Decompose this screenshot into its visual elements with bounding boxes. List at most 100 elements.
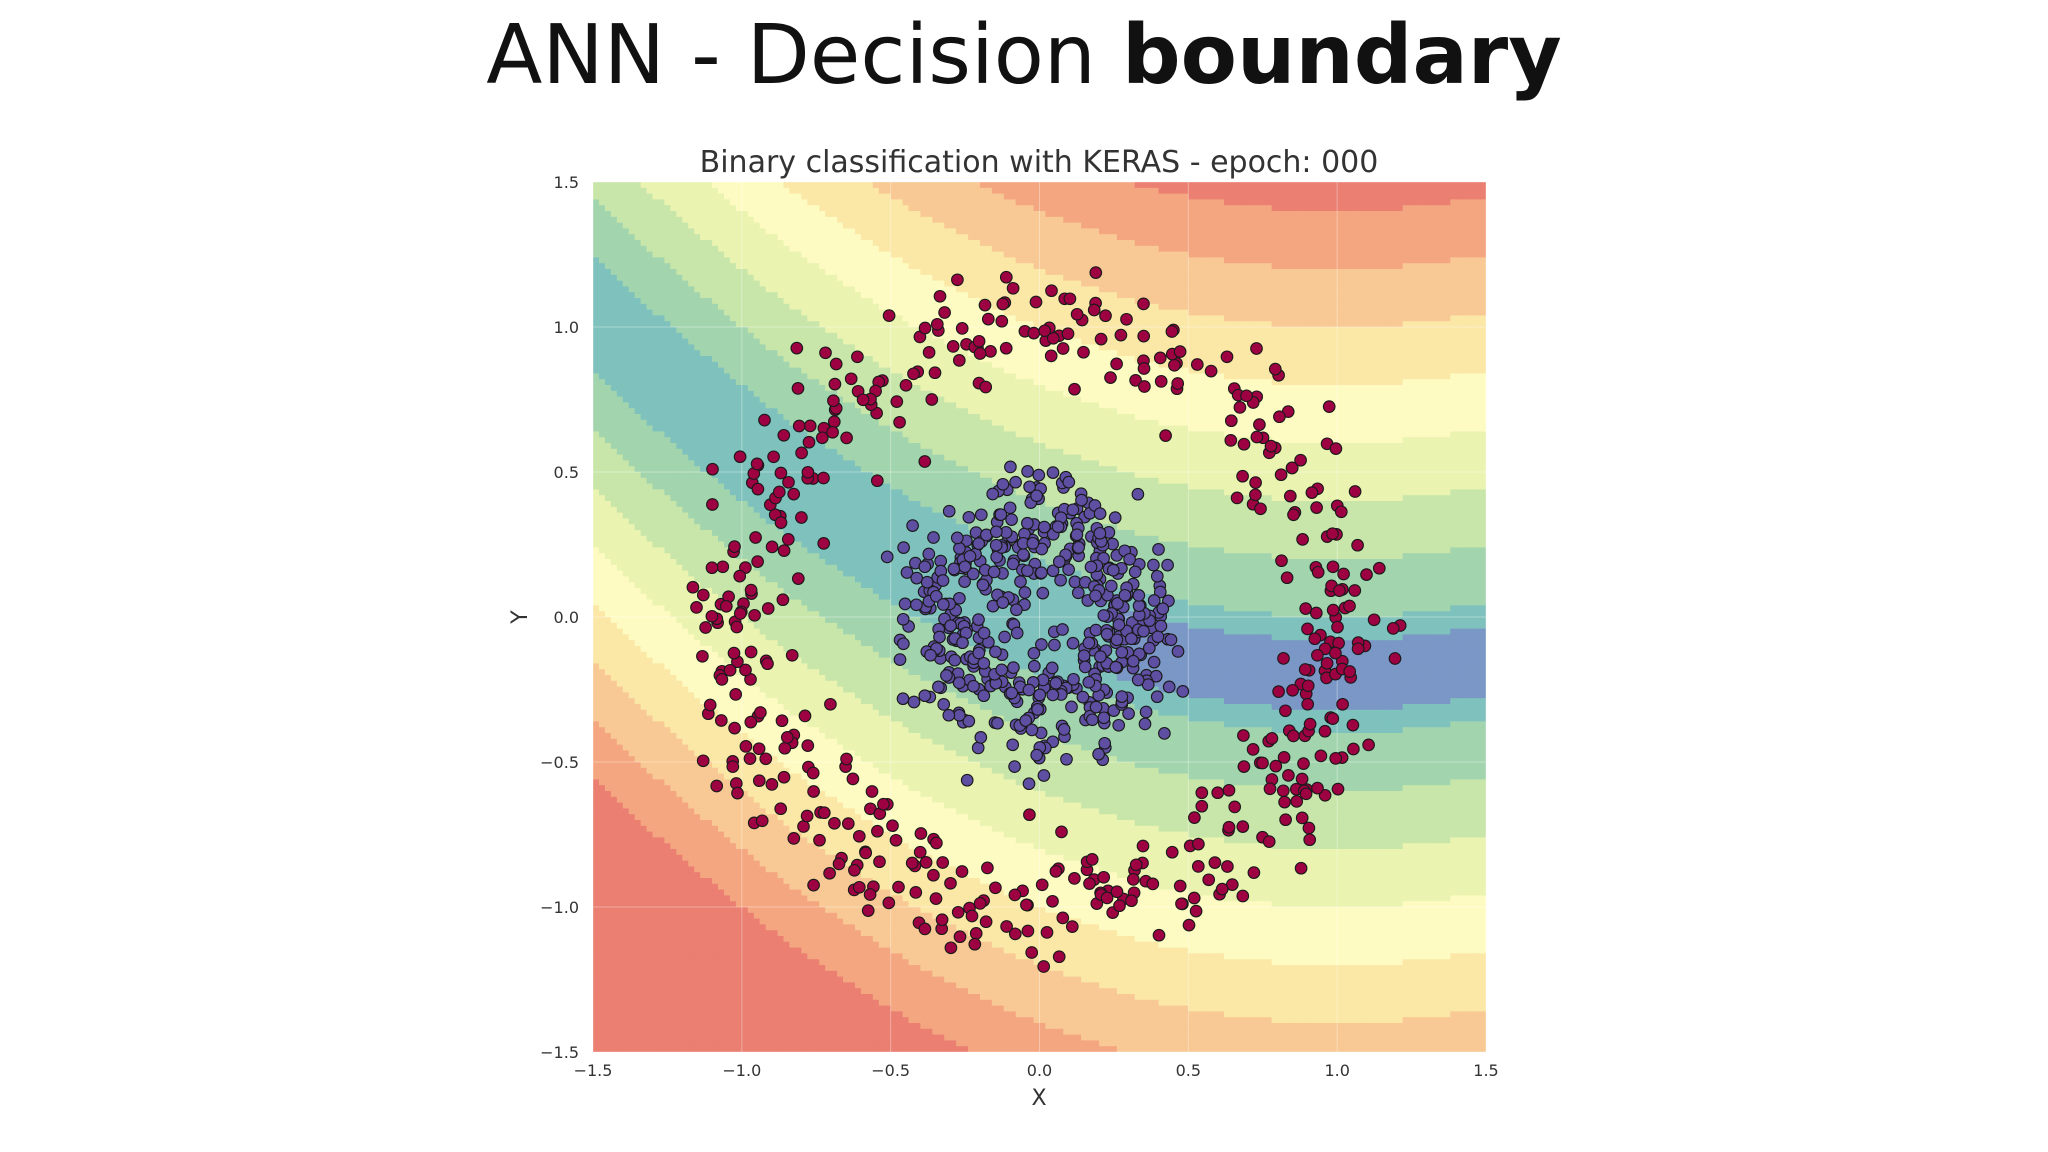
contour-cell [604,298,612,305]
contour-cell [753,791,761,798]
contour-cell [783,872,791,879]
contour-cell [670,437,677,444]
contour-cell [646,738,654,746]
contour-cell [682,431,689,438]
contour-cell [593,431,600,438]
contour-cell [604,756,612,763]
contour-cell [616,762,624,769]
contour-cell [634,953,642,960]
contour-cell [759,738,767,746]
contour-cell [694,854,701,862]
contour-cell [777,501,785,508]
contour-cell [712,767,719,775]
contour-cell [777,999,785,1007]
contour-cell [741,779,749,786]
contour-cell [646,733,654,740]
contour-cell [694,657,701,664]
contour-cell [634,657,642,664]
contour-cell [610,640,618,647]
contour-cell [610,431,618,438]
contour-cell [598,918,606,925]
contour-cell [777,704,785,711]
contour-cell [676,379,683,386]
contour-cell [741,367,749,374]
contour-cell [610,292,618,299]
contour-cell [670,686,677,693]
contour-cell [718,553,725,560]
contour-cell [688,396,695,403]
contour-cell [765,866,773,873]
contour-cell [628,240,636,247]
contour-cell [777,675,785,682]
contour-cell [610,982,618,989]
contour-cell [747,1011,755,1018]
contour-cell [777,269,785,276]
contour-cell [628,704,636,711]
contour-cell [652,883,660,891]
contour-cell [646,680,654,688]
contour-cell [664,280,671,287]
contour-cell [610,321,618,328]
contour-cell [759,466,767,473]
contour-cell [616,274,624,282]
contour-cell [640,1023,648,1030]
contour-cell [729,605,737,612]
contour-cell [658,356,666,363]
contour-cell [753,327,761,334]
contour-cell [753,907,761,914]
contour-cell [759,866,767,873]
contour-cell [712,454,719,461]
contour-cell [771,941,779,949]
contour-cell [771,408,779,415]
contour-cell [789,182,797,189]
contour-cell [593,756,600,763]
contour-cell [622,860,630,867]
contour-cell [735,675,743,682]
contour-cell [741,860,749,867]
contour-cell [706,338,713,345]
contour-cell [723,274,731,282]
contour-cell [652,970,660,978]
contour-cell [634,385,642,392]
contour-cell [598,646,606,653]
contour-cell [718,327,725,334]
contour-cell [598,779,606,786]
contour-cell [729,466,737,473]
contour-cell [729,245,737,253]
contour-cell [676,756,683,763]
contour-cell [747,222,755,229]
contour-cell [741,640,749,647]
contour-cell [664,431,671,438]
contour-cell [604,396,612,403]
contour-cell [670,588,677,595]
contour-cell [616,849,624,856]
contour-cell [676,901,683,908]
contour-cell [598,315,606,322]
contour-cell [712,657,719,664]
contour-cell [741,854,749,862]
contour-cell [640,1011,648,1018]
contour-cell [628,646,636,653]
contour-cell [723,472,731,479]
contour-cell [723,634,731,641]
contour-cell [735,344,743,351]
contour-cell [634,344,642,351]
contour-cell [646,373,654,380]
contour-cell [771,245,779,253]
contour-cell [747,437,755,444]
contour-cell [789,414,797,421]
contour-cell [712,390,719,398]
contour-cell [694,506,701,514]
contour-cell [676,941,683,949]
contour-cell [646,472,654,479]
contour-cell [706,437,713,444]
contour-cell [598,263,606,270]
contour-cell [658,240,666,247]
contour-cell [622,791,630,798]
contour-cell [706,779,713,786]
contour-cell [616,437,624,444]
contour-cell [664,553,671,560]
contour-cell [610,953,618,960]
contour-cell [753,762,761,769]
contour-cell [616,947,624,954]
